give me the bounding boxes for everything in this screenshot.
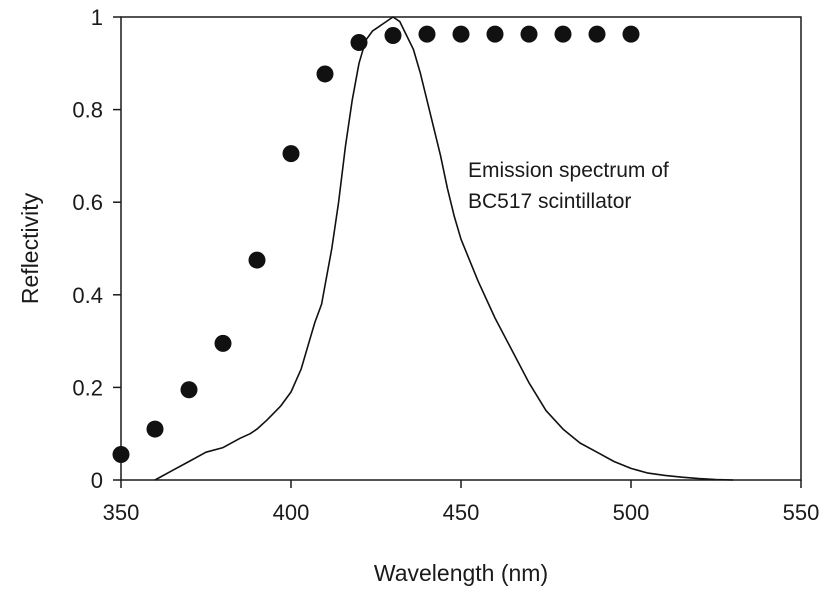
x-tick-label: 450 (443, 500, 480, 525)
reflectivity-point (622, 25, 640, 43)
reflectivity-point (248, 251, 266, 269)
y-tick-label: 0.6 (72, 190, 103, 215)
y-tick-label: 1 (91, 5, 103, 30)
reflectivity-point (554, 25, 572, 43)
y-axis-title: Reflectivity (17, 192, 43, 304)
x-axis-title: Wavelength (nm) (374, 560, 548, 586)
reflectivity-point (180, 381, 198, 399)
y-tick-label: 0 (91, 468, 103, 493)
reflectivity-point (112, 446, 130, 464)
y-tick-label: 0.4 (72, 283, 103, 308)
x-axis: 350 400 450 500 550 (103, 480, 820, 525)
reflectivity-point (588, 25, 606, 43)
reflectivity-point (350, 33, 368, 51)
reflectivity-point (486, 25, 504, 43)
reflectivity-series (112, 25, 640, 464)
x-tick-label: 400 (273, 500, 310, 525)
x-tick-label: 550 (783, 500, 820, 525)
emission-spectrum-series (154, 16, 734, 481)
y-tick-label: 0.2 (72, 375, 103, 400)
reflectivity-point (282, 145, 300, 163)
reflectivity-point (418, 25, 436, 43)
emission-spectrum-line (154, 16, 734, 481)
reflectivity-point (384, 27, 402, 45)
y-tick-label: 0.8 (72, 98, 103, 123)
x-tick-label: 350 (103, 500, 140, 525)
reflectivity-point (452, 25, 470, 43)
reflectivity-point (520, 25, 538, 43)
annotation-line-1: Emission spectrum of (468, 159, 669, 182)
x-tick-label: 500 (613, 500, 650, 525)
plot-frame (120, 16, 802, 481)
reflectivity-point (146, 420, 164, 438)
annotation-line-2: BC517 scintillator (468, 190, 631, 213)
reflectivity-point (214, 334, 232, 352)
plot-area (120, 16, 802, 481)
reflectivity-point (316, 65, 334, 83)
y-axis: 0 0.2 0.4 0.6 0.8 1 (72, 5, 121, 493)
